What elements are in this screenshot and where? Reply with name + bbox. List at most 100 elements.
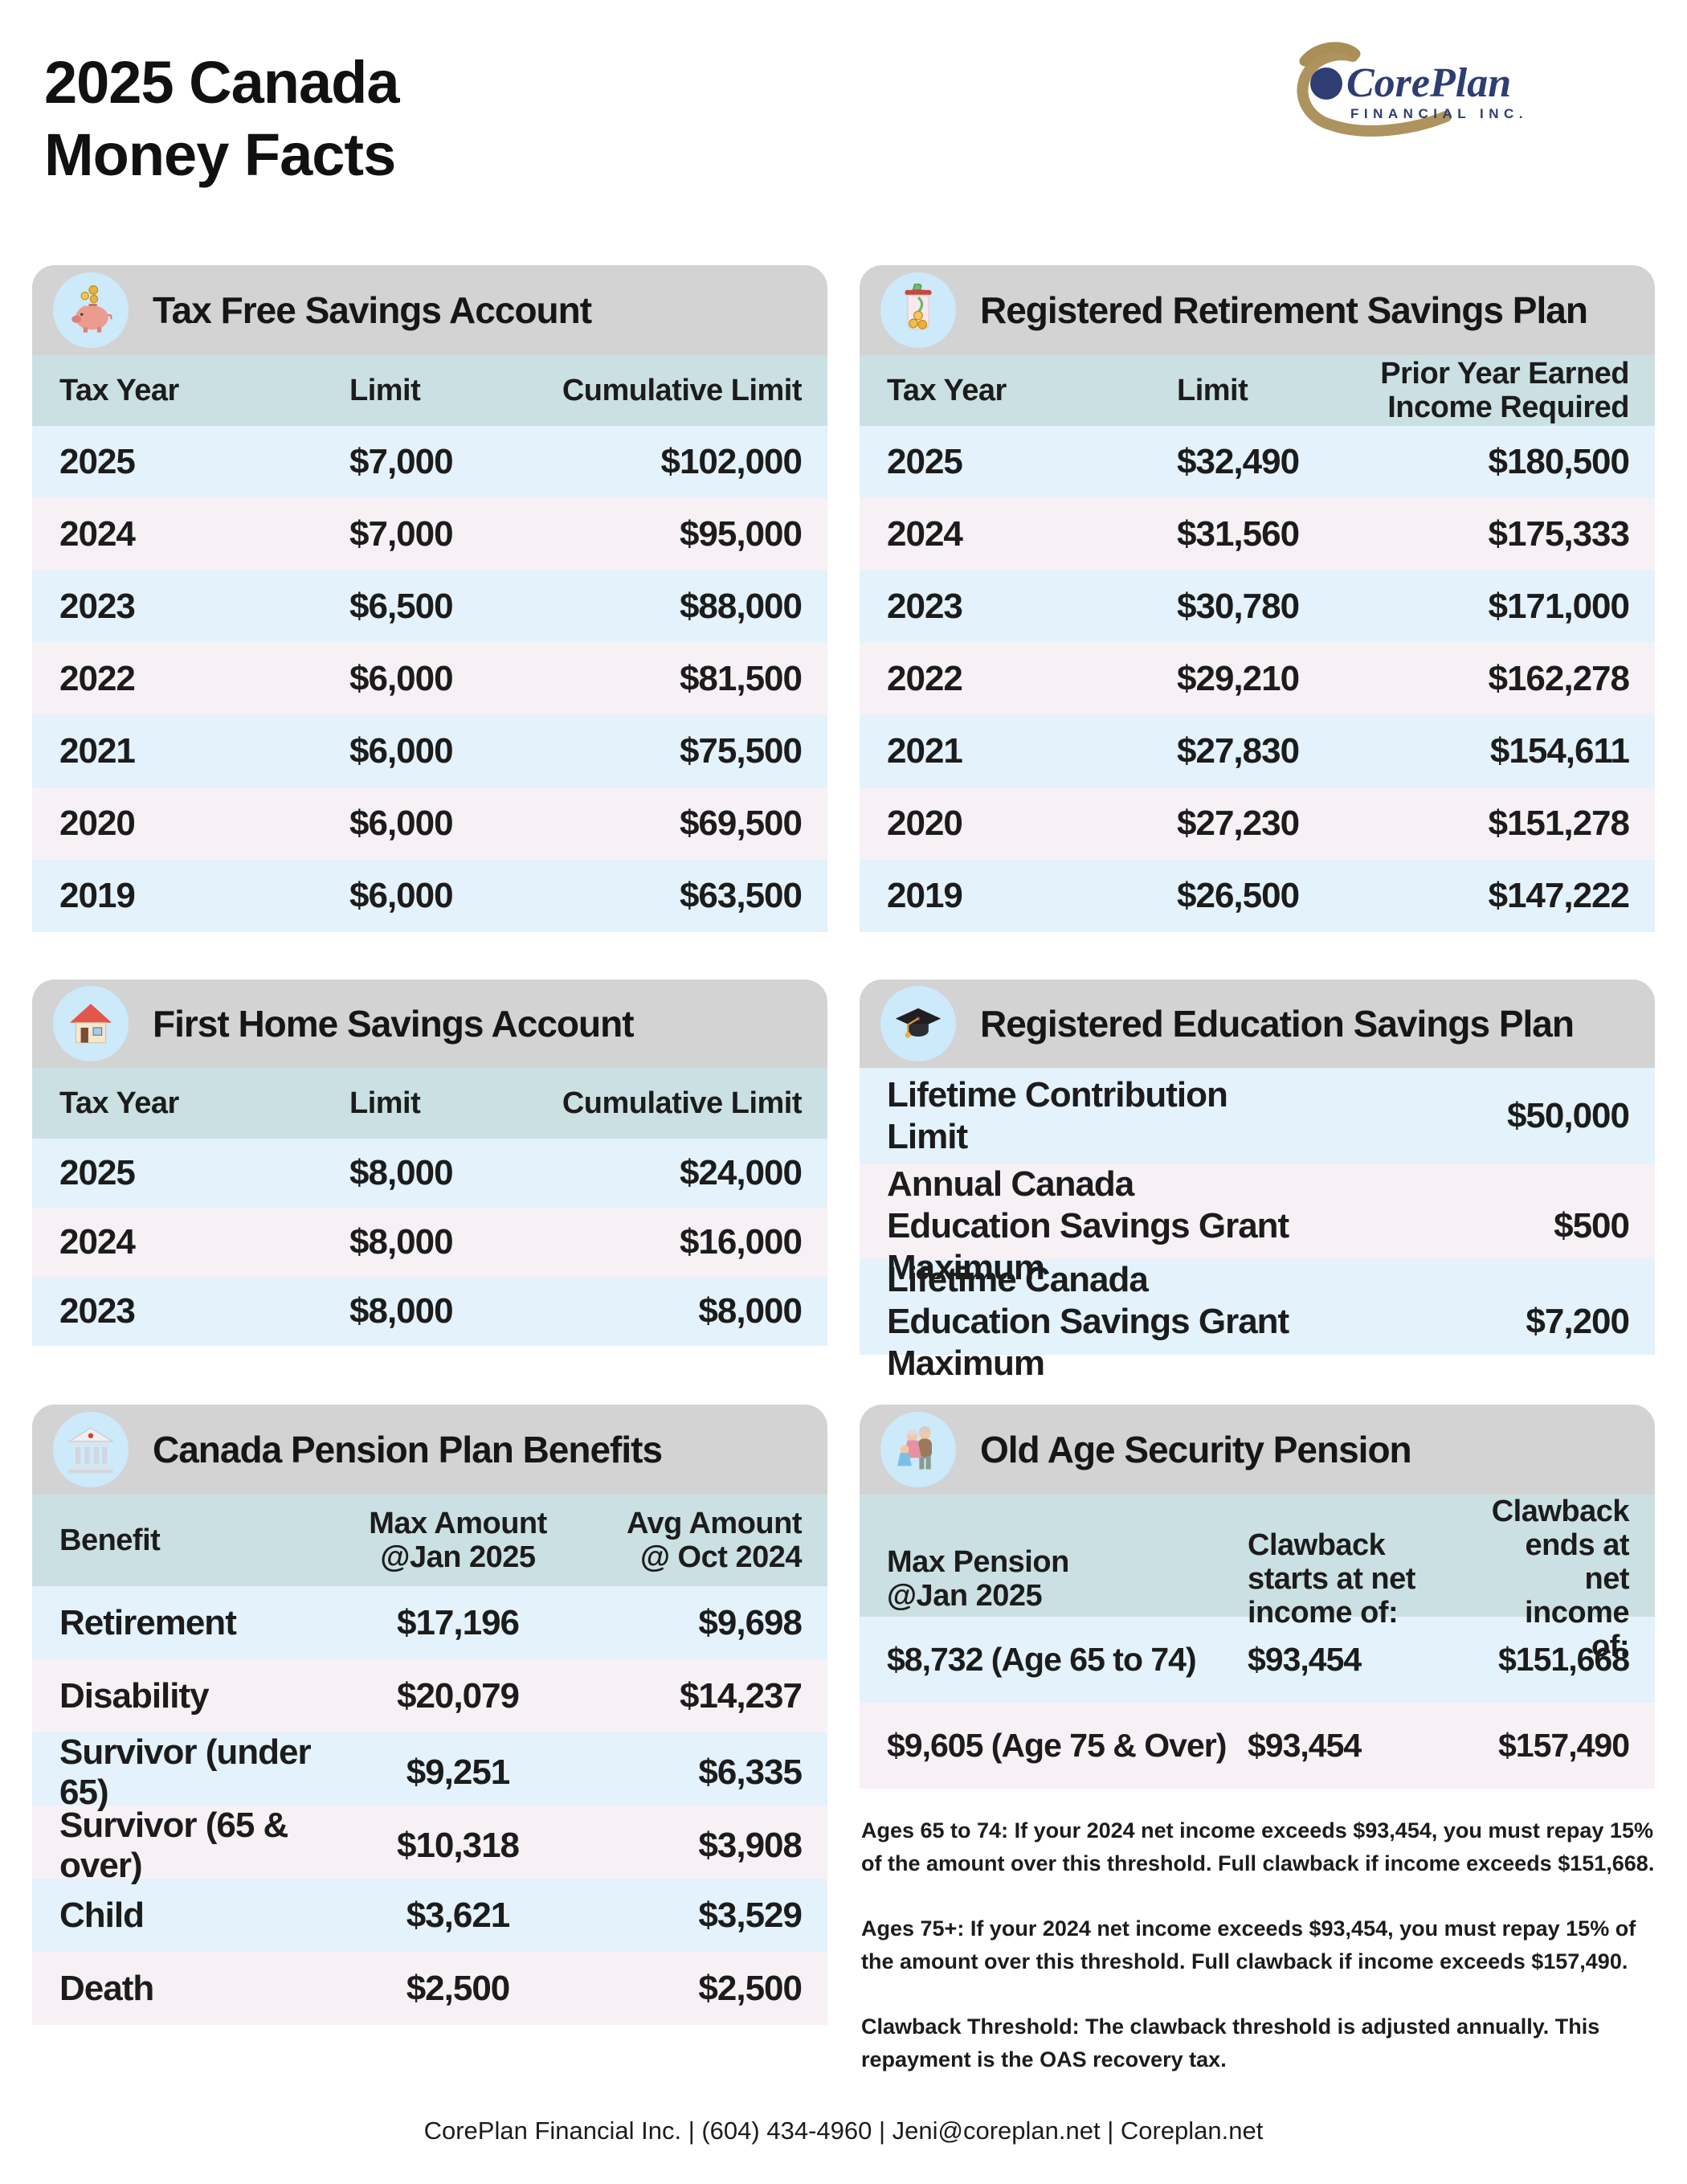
cell-tax-year: 2023 (59, 1291, 136, 1331)
cell-max-amount: $9,251 (406, 1753, 511, 1792)
cell-limit: $6,500 (349, 587, 454, 626)
cpp-table-body: Retirement $17,196 $9,698 Disability $20… (32, 1586, 827, 2025)
cell-limit: $8,000 (349, 1222, 454, 1262)
table-row: 2022 $29,210 $162,278 (860, 643, 1655, 715)
cell-clawback-end: $157,490 (1497, 1727, 1630, 1764)
cell-limit: $8,000 (349, 1153, 454, 1192)
oas-table-body: $8,732 (Age 65 to 74) $93,454 $151,668 $… (860, 1617, 1655, 1789)
oas-card: Old Age Security Pension Max Pension @Ja… (860, 1405, 1655, 1789)
fhsa-card: First Home Savings Account Tax Year Limi… (32, 980, 827, 1346)
cell-cumulative-limit: $81,500 (679, 659, 803, 698)
tfsa-col-limit: Limit (349, 374, 421, 407)
cell-cumulative-limit: $88,000 (679, 587, 803, 626)
cell-max-amount: $3,621 (406, 1895, 511, 1935)
oas-col-max-pension: Max Pension @Jan 2025 (887, 1545, 1069, 1613)
table-row: 2019 $6,000 $63,500 (32, 860, 827, 932)
cell-limit: $6,000 (349, 804, 454, 843)
fhsa-col-tax-year: Tax Year (59, 1086, 179, 1120)
fhsa-card-title: First Home Savings Account (153, 1003, 635, 1045)
oas-notes: Ages 65 to 74: If your 2024 net income e… (861, 1814, 1656, 2108)
elderly-couple-icon (880, 1412, 956, 1487)
fhsa-card-header: First Home Savings Account (32, 980, 827, 1068)
fhsa-table-body: 2025 $8,000 $24,000 2024 $8,000 $16,000 … (32, 1139, 827, 1346)
table-row: Child $3,621 $3,529 (32, 1879, 827, 1952)
rrsp-card: Registered Retirement Savings Plan Tax Y… (860, 265, 1655, 932)
table-row: Disability $20,079 $14,237 (32, 1659, 827, 1732)
page-title-line2: Money Facts (44, 121, 396, 188)
cell-max-amount: $2,500 (406, 1968, 511, 2008)
resp-card-header: Registered Education Savings Plan (860, 980, 1655, 1068)
cell-limit: $32,490 (1177, 442, 1300, 481)
rrsp-card-title: Registered Retirement Savings Plan (980, 289, 1588, 331)
cell-avg-amount: $6,335 (698, 1753, 803, 1792)
cpp-col-benefit: Benefit (59, 1523, 161, 1557)
cell-prior-year-income: $180,500 (1488, 442, 1630, 481)
oas-col-clawback-end: Clawback ends at net income of: (1491, 1495, 1630, 1663)
table-row: Lifetime Contribution Limit $50,000 (860, 1068, 1655, 1164)
table-row: 2021 $27,830 $154,611 (860, 715, 1655, 787)
table-row: 2023 $6,500 $88,000 (32, 571, 827, 643)
piggy-bank-icon (53, 272, 129, 348)
cell-tax-year: 2025 (59, 442, 136, 481)
page-title: 2025 Canada Money Facts (44, 47, 399, 191)
cpp-col-max-amount: Max Amount @Jan 2025 (369, 1507, 547, 1574)
cell-cumulative-limit: $95,000 (679, 514, 803, 554)
oas-card-title: Old Age Security Pension (980, 1429, 1412, 1470)
cell-tax-year: 2021 (59, 731, 136, 771)
savings-jar-icon (880, 272, 956, 348)
cell-clawback-start: $93,454 (1248, 1727, 1362, 1764)
tfsa-column-headers: Tax Year Limit Cumulative Limit (32, 355, 827, 426)
table-row: 2023 $30,780 $171,000 (860, 571, 1655, 643)
cpp-col-avg-amount: Avg Amount @ Oct 2024 (626, 1507, 803, 1574)
cell-benefit: Child (59, 1895, 145, 1935)
cpp-column-headers: Benefit Max Amount @Jan 2025 Avg Amount … (32, 1495, 827, 1586)
table-row: 2024 $8,000 $16,000 (32, 1208, 827, 1277)
tfsa-table-body: 2025 $7,000 $102,000 2024 $7,000 $95,000… (32, 426, 827, 932)
cell-benefit-value: $50,000 (1506, 1095, 1630, 1135)
table-row: 2020 $27,230 $151,278 (860, 787, 1655, 860)
table-row: Lifetime Canada Education Savings Grant … (860, 1259, 1655, 1383)
footer-contact: CorePlan Financial Inc. | (604) 434-4960… (423, 2117, 1264, 2145)
cell-clawback-end: $151,668 (1497, 1641, 1630, 1678)
tfsa-col-cumulative: Cumulative Limit (562, 374, 803, 407)
cell-tax-year: 2025 (59, 1153, 136, 1192)
cell-benefit-label: Annual Canada Education Savings Grant Ma… (887, 1164, 1289, 1287)
table-row: 2021 $6,000 $75,500 (32, 715, 827, 787)
tfsa-card: Tax Free Savings Account Tax Year Limit … (32, 265, 827, 932)
oas-note: Clawback Threshold: The clawback thresho… (861, 2014, 1600, 2072)
table-row: 2025 $7,000 $102,000 (32, 426, 827, 498)
cell-cumulative-limit: $63,500 (679, 876, 803, 915)
table-row: $8,732 (Age 65 to 74) $93,454 $151,668 (860, 1617, 1655, 1703)
cell-tax-year: 2020 (887, 804, 963, 843)
table-row: 2024 $7,000 $95,000 (32, 498, 827, 571)
rrsp-column-headers: Tax Year Limit Prior Year Earned Income … (860, 355, 1655, 426)
cell-cumulative-limit: $24,000 (679, 1153, 803, 1192)
house-icon (53, 986, 129, 1061)
cell-limit: $27,230 (1177, 804, 1300, 843)
cell-benefit-label: Lifetime Canada Education Savings Grant … (887, 1260, 1289, 1383)
cell-avg-amount: $3,908 (698, 1826, 803, 1865)
oas-card-header: Old Age Security Pension (860, 1405, 1655, 1495)
fhsa-col-limit: Limit (349, 1086, 421, 1120)
oas-note: Ages 65 to 74: If your 2024 net income e… (861, 1818, 1655, 1875)
cell-tax-year: 2022 (59, 659, 136, 698)
page-title-line1: 2025 Canada (44, 49, 399, 116)
cell-limit: $6,000 (349, 731, 454, 771)
cell-limit: $26,500 (1177, 876, 1300, 915)
cell-benefit-value: $500 (1554, 1206, 1630, 1245)
cell-benefit: Survivor (under 65) (59, 1732, 312, 1812)
oas-note: Ages 75+: If your 2024 net income exceed… (861, 1916, 1636, 1973)
cell-limit: $7,000 (349, 442, 454, 481)
cell-avg-amount: $9,698 (698, 1602, 803, 1642)
rrsp-card-header: Registered Retirement Savings Plan (860, 265, 1655, 355)
cell-benefit: Survivor (65 & over) (59, 1806, 288, 1885)
table-row: 2025 $32,490 $180,500 (860, 426, 1655, 498)
cell-limit: $6,000 (349, 659, 454, 698)
cpp-card-title: Canada Pension Plan Benefits (153, 1429, 663, 1470)
bank-icon (53, 1412, 129, 1487)
cell-cumulative-limit: $102,000 (660, 442, 803, 481)
cpp-card-header: Canada Pension Plan Benefits (32, 1405, 827, 1495)
table-row: Death $2,500 $2,500 (32, 1952, 827, 2025)
table-row: 2024 $31,560 $175,333 (860, 498, 1655, 571)
cell-cumulative-limit: $69,500 (679, 804, 803, 843)
